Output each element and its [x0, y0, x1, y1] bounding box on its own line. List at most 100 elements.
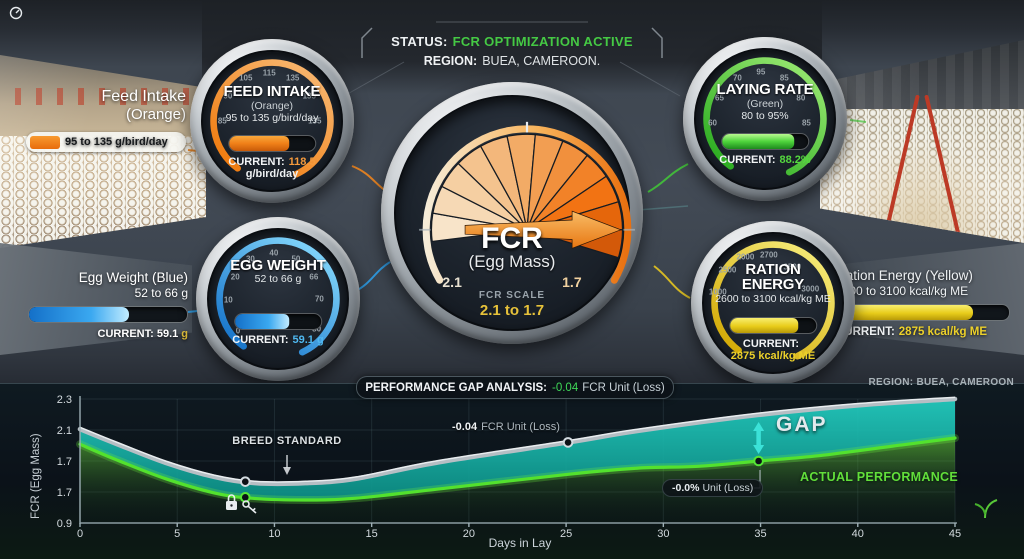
- legend-subtitle: (Orange): [125, 106, 186, 123]
- fcr-scale-range: 2.1 to 1.7: [479, 302, 545, 320]
- legend-title: Ration Energy (Yellow): [836, 268, 973, 283]
- svg-text:0.9: 0.9: [57, 518, 72, 530]
- legend-title: Egg Weight (Blue): [78, 270, 188, 285]
- gauge-range: 80 to 95%: [741, 110, 789, 123]
- gauge-tick-label: 60: [708, 118, 717, 128]
- gauge-tick-label: 40: [269, 248, 279, 258]
- feed-bar-fill: [229, 136, 290, 152]
- percent-loss-annotation: -0.0% Unit (Loss): [662, 479, 764, 497]
- region-value: BUEA, CAMEROON.: [482, 53, 601, 68]
- gauge-tick-labels: 1000 2500 2000 2700 3500 3000: [704, 234, 842, 372]
- gauge-tick-label: 2000: [736, 252, 755, 262]
- svg-text:30: 30: [657, 528, 669, 540]
- gauge-current-value: 2875 kcal/kg ME: [730, 349, 816, 362]
- gauge-face: 85 90 105 115 135 135 135 FEED INTAKE (Orange)…: [201, 50, 343, 192]
- current-label: CURRENT:: [719, 153, 776, 166]
- gauge-text: EGG WEIGHT 52 to 66 g: [220, 257, 336, 286]
- gauge-tick-label: 50: [291, 254, 301, 264]
- current-label: CURRENT:: [742, 337, 800, 350]
- performance-chart: 0 5 10 15 20 25 30 35 40 45 2.3 2.1 1.7 1.7 0.9: [57, 394, 998, 540]
- ration-bar-track: [729, 317, 817, 335]
- egg-bar-track: [234, 313, 322, 331]
- feed-intake-gauge: 85 90 105 115 135 135 135 FEED INTAKE (Orange)…: [190, 39, 354, 203]
- laying-bar-track: [721, 133, 809, 151]
- fcr-min-label: 2.1: [442, 274, 462, 291]
- current-label: CURRENT:: [232, 333, 289, 346]
- status-line: STATUS: FCR OPTIMIZATION ACTIVE: [312, 33, 712, 52]
- gauge-current: CURRENT: 59.1 g: [209, 334, 347, 346]
- gauge-tick-label: 80: [796, 93, 806, 103]
- legend-title: Feed Intake: [101, 88, 187, 105]
- gauge-subtitle: (Orange): [250, 100, 293, 113]
- sprout-icon: [974, 499, 998, 519]
- legend-range: 2600 to 3100 kcal/kg ME: [836, 284, 969, 298]
- header-suffix: FCR Unit (Loss): [582, 381, 665, 394]
- fcr-subtitle: (Egg Mass): [468, 252, 556, 272]
- gauge-face: 10203040506670080 EGG WEIGHT 52 to 66 g …: [207, 228, 349, 370]
- fcr-loss-annotation: -0.04 FCR Unit (Loss): [452, 421, 560, 433]
- breed-standard-arrowhead: [283, 467, 291, 475]
- gauge-title: RATION ENERGY: [741, 260, 805, 294]
- svg-text:20: 20: [463, 528, 475, 540]
- gauge-current: CURRENT: 88.2%: [696, 154, 834, 166]
- gauge-tick-label: 3000: [801, 284, 820, 294]
- svg-text:15: 15: [366, 528, 378, 540]
- fcr-title: FCR: [481, 222, 543, 256]
- fcr-dial: [419, 121, 635, 284]
- svg-text:1.7: 1.7: [57, 456, 72, 468]
- chart-region-label: REGION: BUEA, CAMEROON: [868, 377, 1014, 388]
- performance-chart-panel: 0 5 10 15 20 25 30 35 40 45 2.3 2.1 1.7 1.7 0.9: [0, 383, 1024, 559]
- ration-progress-track: [836, 304, 1010, 321]
- loss-suffix: Unit (Loss): [702, 482, 754, 494]
- svg-text:45: 45: [949, 528, 961, 540]
- gauge-range: 52 to 66 g: [254, 273, 302, 286]
- egg-current: CURRENT: 59.1 g: [28, 328, 188, 340]
- current-label: CURRENT:: [228, 155, 285, 168]
- gauge-tick-label: 70: [314, 294, 324, 304]
- gauge-tick-label: 65: [715, 93, 724, 103]
- gauge-tick-labels: 85 90 105 115 135 135 135: [203, 52, 341, 190]
- status-box: STATUS: FCR OPTIMIZATION ACTIVE REGION: BU…: [312, 33, 712, 70]
- svg-text:0: 0: [77, 528, 83, 540]
- feed-intake-legend: Feed Intake (Orange) 95 to 135 g/bird/da…: [26, 88, 186, 152]
- fcr-center-gauge: FCR (Egg Mass) 2.1 1.7 FCR SCALE 2.1 to …: [381, 82, 643, 344]
- gauge-tick-label: 2700: [759, 250, 778, 260]
- svg-text:35: 35: [754, 528, 766, 540]
- gauge-tick-label: 1000: [708, 287, 727, 297]
- gauge-tick-label: 135: [308, 116, 322, 126]
- gauge-tick-labels: 10203040506670080: [209, 230, 347, 368]
- gauge-arc: [216, 237, 340, 361]
- corner-logo-icon: [9, 6, 23, 20]
- gauge-arc: [711, 241, 835, 365]
- header-label: PERFORMANCE GAP ANALYSIS:: [365, 381, 548, 394]
- egg-weight-gauge: 10203040506670080 EGG WEIGHT 52 to 66 g …: [196, 217, 360, 381]
- gauge-tick-label: 2500: [718, 265, 737, 275]
- barn-windows: [0, 87, 206, 106]
- current-value: 59.1 g: [292, 333, 324, 346]
- egg-weight-legend: Egg Weight (Blue) 52 to 66 g CURRENT: 59…: [28, 270, 188, 340]
- gauge-face: 60 65 70 95 85 80 85 LAYING RATE (Green) 80 to…: [694, 48, 836, 190]
- current-value: 2875 kcal/kg ME: [898, 326, 988, 338]
- actual-performance-annotation: ACTUAL PERFORMANCE: [800, 470, 958, 484]
- gauge-tick-label: 10: [223, 295, 233, 305]
- gap-annotation: GAP: [776, 413, 828, 436]
- ration-energy-legend: Ration Energy (Yellow) 2600 to 3100 kcal…: [836, 268, 1010, 338]
- gauge-current-unit: g/bird/day: [245, 167, 299, 180]
- svg-text:2.1: 2.1: [57, 425, 72, 437]
- current-value: 118.5: [288, 155, 316, 168]
- svg-text:1.7: 1.7: [57, 487, 72, 499]
- ration-current: CURRENT: 2875 kcal/kg ME: [836, 326, 1010, 338]
- region-label: REGION:: [423, 53, 478, 68]
- region-line: REGION: BUEA, CAMEROON.: [312, 52, 712, 70]
- gauge-text: RATION ENERGY 2600 to 3100 kcal/kg ME: [715, 260, 831, 306]
- egg-bar-fill: [235, 314, 290, 330]
- loss-suffix: FCR Unit (Loss): [481, 421, 560, 433]
- gauge-title: FEED INTAKE: [223, 82, 321, 100]
- fcr-max-label: 1.7: [562, 274, 582, 291]
- laying-rate-gauge: 60 65 70 95 85 80 85 LAYING RATE (Green) 80 to…: [683, 37, 847, 201]
- current-value: 88.2%: [779, 153, 811, 166]
- gauge-tick-label: 3500: [783, 262, 802, 272]
- key-icon: [242, 500, 257, 514]
- gauge-bezel: 85 90 105 115 135 135 135 FEED INTAKE (Orange)…: [190, 39, 354, 203]
- gauge-face: FCR (Egg Mass) 2.1 1.7 FCR SCALE 2.1 to …: [394, 95, 635, 331]
